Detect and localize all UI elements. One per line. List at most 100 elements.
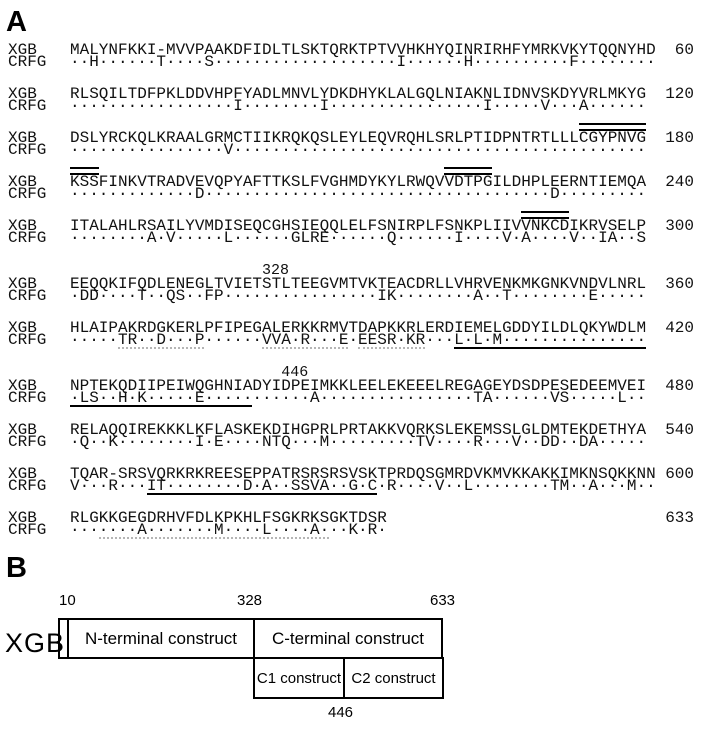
crfg-sequence: ·Q··K········I·E····NTQ···M·········TV··… — [70, 433, 647, 451]
xgb-sequence-row: XGB KSSFINKVTRADVEVQPYAFTTKSLFVGHMDYKYLRW… — [8, 173, 702, 191]
sub-construct-bar: C1 construct C2 construct — [253, 657, 444, 699]
position-number: 120 — [665, 85, 694, 103]
xgb-sequence-row: XGB NPTEKQDIIPEIWQGHNIADYIDPEIMKKLEELEKEE… — [8, 377, 702, 395]
alignment-block: XGB EEQQKIFQDLENEGLTVIETSTLTEEGVMTVKTEACD… — [8, 262, 702, 305]
c1-c2-divider — [343, 659, 345, 697]
crfg-sequence-row: CRFG ·····TR··D···P······VVA·R···E·EESR·K… — [8, 331, 702, 349]
crfg-row-name: CRFG — [8, 477, 47, 495]
residue-position-label: 328 — [262, 262, 290, 279]
xgb-row-name: XGB — [8, 85, 37, 103]
crfg-sequence-row: CRFG ················V···················… — [8, 141, 702, 159]
position-number: 300 — [665, 217, 694, 235]
crfg-row-name: CRFG — [8, 287, 47, 305]
xgb-sequence-row: XGB DSLYRCKQLKRAALGRMCTIIKRQKQSLEYLEQVRQH… — [8, 129, 702, 147]
motif-overline — [578, 123, 646, 131]
crfg-row-name: CRFG — [8, 389, 47, 407]
panel-a-label: A — [6, 6, 27, 38]
position-number: 633 — [665, 509, 694, 527]
xgb-sequence: KSSFINKVTRADVEVQPYAFTTKSLFVGHMDYKYLRWQVV… — [70, 173, 647, 191]
crfg-sequence: ················V·······················… — [70, 141, 647, 159]
xgb-sequence-row: XGB RELAQQIREKKKLKFLASKEKDIHGPRLPRTAKKVQR… — [8, 421, 702, 439]
crfg-sequence-row: CRFG ·············D······················… — [8, 185, 702, 203]
alignment-block: XGB RLSQILTDFPKLDDVHPFYADLMNVLYDKDHYKLALG… — [8, 85, 702, 115]
alignment-blocks: XGB MALYNFKKI-MVVPAAKDFIDLTLSKTQRKTPTVVHK… — [8, 41, 702, 539]
xgb-sequence: EEQQKIFQDLENEGLTVIETSTLTEEGVMTVKTEACDRLL… — [70, 275, 647, 293]
crfg-row-name: CRFG — [8, 141, 47, 159]
alignment-block: XGB HLAIPAKRDGKERLPFIPEGALERKKRMVTDAPKKRL… — [8, 319, 702, 349]
crfg-sequence-row: CRFG ·DD····T··QS··FP················IK··… — [8, 287, 702, 305]
xgb-sequence: HLAIPAKRDGKERLPFIPEGALERKKRMVTDAPKKRLERD… — [70, 319, 647, 337]
xgb-sequence-row: XGB TQAR-SRSVQRKRKREESEPPATRSRSRSVSKTPRDQ… — [8, 465, 702, 483]
crfg-sequence: ·················I········I·············… — [70, 97, 647, 115]
alignment-block: XGB DSLYRCKQLKRAALGRMCTIIKRQKQSLEYLEQVRQH… — [8, 123, 702, 159]
position-number: 60 — [674, 41, 694, 59]
alignment-block: XGB RLGKKGEGDRHVFDLKPKHLFSGKRKSGKTDSR 633 … — [8, 509, 702, 539]
crfg-row-name: CRFG — [8, 185, 47, 203]
position-number: 420 — [665, 319, 694, 337]
alignment-block: XGB MALYNFKKI-MVVPAAKDFIDLTLSKTQRKTPTVVHK… — [8, 41, 702, 71]
xgb-sequence: RELAQQIREKKKLKFLASKEKDIHGPRLPRTAKKVQRKSL… — [70, 421, 647, 439]
alignment-block: XGB NPTEKQDIIPEIWQGHNIADYIDPEIMKKLEELEKEE… — [8, 365, 702, 407]
crfg-row-name: CRFG — [8, 229, 47, 247]
region-underline — [454, 347, 646, 349]
crfg-row-name: CRFG — [8, 521, 47, 539]
region-underline — [98, 537, 330, 539]
crfg-row-name: CRFG — [8, 433, 47, 451]
position-number: 240 — [665, 173, 694, 191]
position-number: 480 — [665, 377, 694, 395]
region-underline — [358, 347, 426, 349]
xgb-sequence-row: XGB EEQQKIFQDLENEGLTVIETSTLTEEGVMTVKTEACD… — [8, 275, 702, 293]
xgb-sequence: MALYNFKKI-MVVPAAKDFIDLTLSKTQRKTPTVVHKHYQ… — [70, 41, 656, 59]
motif-overline — [444, 167, 493, 175]
protein-name-label: XGB — [5, 628, 66, 658]
xgb-sequence: NPTEKQDIIPEIWQGHNIADYIDPEIMKKLEELEKEEELR… — [70, 377, 647, 395]
crfg-sequence-row: CRFG ·LS··H·K·····E···········A··········… — [8, 389, 702, 407]
n-c-divider — [253, 620, 255, 657]
alignment-block: XGB KSSFINKVTRADVEVQPYAFTTKSLFVGHMDYKYLRW… — [8, 167, 702, 203]
xgb-sequence: ITALAHLRSAILYVMDISEQCGHSIEQQLELFSNIRPLFS… — [70, 217, 647, 235]
c-terminal-construct-box: C-terminal construct — [271, 628, 425, 648]
construct-diagram-panel: B 10 328 633 XGB N-terminal construct C-te… — [0, 544, 702, 729]
alignment-block: XGB RELAQQIREKKKLKFLASKEKDIHGPRLPRTAKKVQR… — [8, 421, 702, 451]
crfg-row-name: CRFG — [8, 53, 47, 71]
region-underline — [70, 405, 253, 407]
xgb-row-name: XGB — [8, 421, 37, 439]
xgb-sequence: DSLYRCKQLKRAALGRMCTIIKRQKQSLEYLEQVRQHLSR… — [70, 129, 647, 147]
xgb-row-name: XGB — [8, 377, 37, 395]
panel-b-label: B — [6, 552, 27, 584]
position-number: 600 — [665, 465, 694, 483]
position-number: 540 — [665, 421, 694, 439]
crfg-row-name: CRFG — [8, 331, 47, 349]
construct-bar: N-terminal construct C-terminal construc… — [58, 618, 443, 659]
xgb-row-name: XGB — [8, 275, 37, 293]
crfg-sequence: ·LS··H·K·····E···········A··············… — [70, 389, 647, 407]
xgb-sequence: RLSQILTDFPKLDDVHPFYADLMNVLYDKDHYKLALGQLN… — [70, 85, 647, 103]
region-underline — [146, 493, 378, 495]
crfg-sequence: ·············D··························… — [70, 185, 647, 203]
crfg-sequence-row: CRFG ··H······T····S···················I·… — [8, 53, 702, 71]
xgb-row-name: XGB — [8, 319, 37, 337]
boundary-446-label: 446 — [328, 704, 354, 721]
crfg-row-name: CRFG — [8, 97, 47, 115]
crfg-sequence: ·DD····T··QS··FP················IK······… — [70, 287, 647, 305]
crfg-sequence: ··H······T····S···················I·····… — [70, 53, 656, 71]
xgb-sequence-row: XGB ITALAHLRSAILYVMDISEQCGHSIEQQLELFSNIRP… — [8, 217, 702, 235]
scale-marker-328: 328 — [237, 592, 263, 609]
crfg-sequence: ·······A·······M····L····A···K·R· — [70, 521, 387, 539]
xgb-sequence: RLGKKGEGDRHVFDLKPKHLFSGKRKSGKTDSR — [70, 509, 387, 527]
c2-construct-box: C2 construct — [351, 669, 436, 687]
xgb-row-name: XGB — [8, 129, 37, 147]
n-terminal-construct-box: N-terminal construct — [84, 628, 238, 648]
crfg-sequence: V···R···IT········D·A··SSVA··G·C·R····V·… — [70, 477, 656, 495]
c1-construct-box: C1 construct — [256, 669, 342, 687]
crfg-sequence-row: CRFG ········A·V·····L······GLRE······Q··… — [8, 229, 702, 247]
region-underline — [262, 347, 349, 349]
scale-marker-10: 10 — [59, 592, 76, 609]
xgb-row-name: XGB — [8, 465, 37, 483]
region-underline — [118, 347, 205, 349]
xgb-row-name: XGB — [8, 217, 37, 235]
crfg-sequence: ·····TR··D···P······VVA·R···E·EESR·KR···… — [70, 331, 647, 349]
motif-overline — [70, 167, 99, 175]
scale-marker-633: 633 — [430, 592, 456, 609]
crfg-sequence-row: CRFG ·················I········I·········… — [8, 97, 702, 115]
